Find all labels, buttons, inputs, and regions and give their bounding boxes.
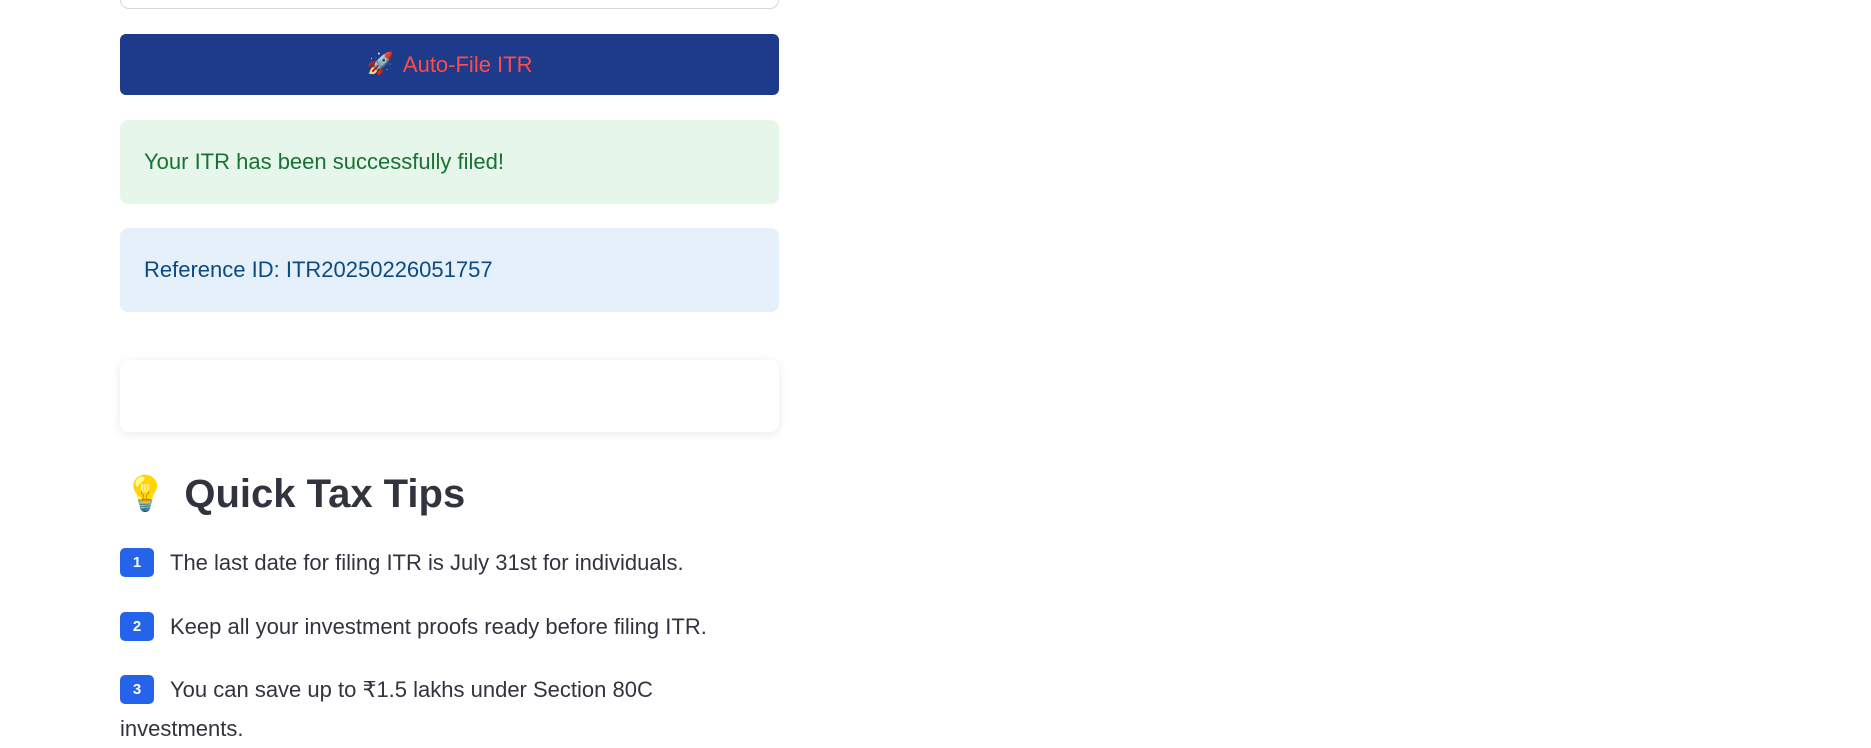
quick-tax-tips-heading: 💡 Quick Tax Tips	[124, 466, 465, 522]
previous-input-field[interactable]	[120, 0, 779, 9]
tip-item: 1 The last date for filing ITR is July 31…	[120, 543, 779, 582]
tip-number-badge: 2	[120, 611, 154, 641]
tip-number-badge: 1	[120, 547, 154, 577]
tip-text: Keep all your investment proofs ready be…	[170, 614, 707, 639]
quick-tax-tips-title: Quick Tax Tips	[184, 471, 466, 516]
rocket-icon: 🚀	[366, 51, 394, 77]
reference-id-alert: Reference ID: ITR20250226051757	[120, 228, 779, 312]
tip-item: 3 You can save up to ₹1.5 lakhs under Sec…	[120, 670, 779, 748]
tip-number-badge: 3	[120, 674, 154, 704]
tip-text: The last date for filing ITR is July 31s…	[170, 550, 684, 575]
auto-file-itr-label: Auto-File ITR	[402, 51, 533, 77]
success-alert: Your ITR has been successfully filed!	[120, 120, 779, 204]
tip-item: 2 Keep all your investment proofs ready b…	[120, 607, 779, 646]
tip-text: You can save up to ₹1.5 lakhs under Sect…	[120, 677, 653, 741]
success-message: Your ITR has been successfully filed!	[144, 149, 504, 174]
reference-id-text: Reference ID: ITR20250226051757	[144, 257, 493, 282]
auto-file-itr-button[interactable]: 🚀 Auto-File ITR	[120, 34, 779, 95]
lightbulb-icon: 💡	[124, 474, 167, 514]
empty-card	[120, 360, 779, 432]
